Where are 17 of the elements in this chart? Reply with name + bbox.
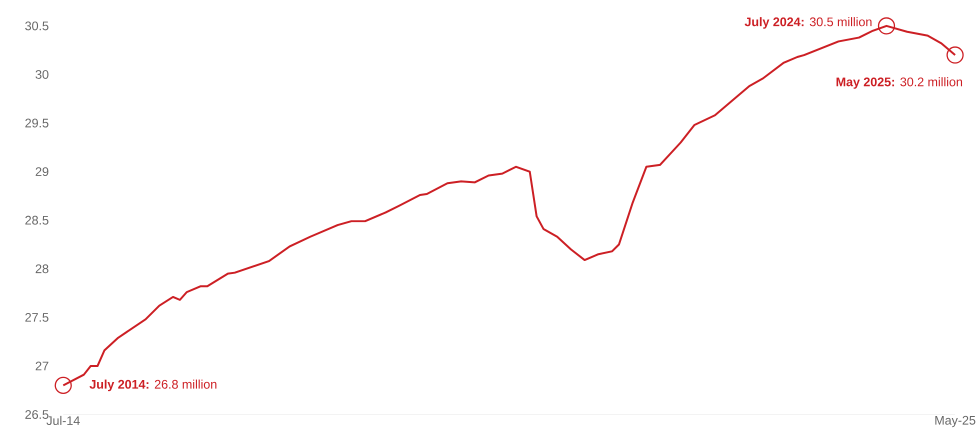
annotation: May 2025: 30.2 million bbox=[836, 76, 962, 89]
y-tick-label: 30.5 bbox=[25, 21, 48, 30]
y-tick-label: 28.5 bbox=[25, 216, 48, 224]
x-tick-label: May-25 bbox=[935, 416, 976, 427]
x-tick-label: Jul-14 bbox=[46, 416, 80, 425]
point bbox=[946, 46, 964, 64]
annotation: July 2024: 30.5 million bbox=[744, 16, 872, 28]
y-tick-label: 26.5 bbox=[25, 410, 48, 419]
y-tick-label: 27.5 bbox=[25, 312, 48, 322]
point bbox=[54, 376, 72, 394]
y-tick-label: 30 bbox=[36, 70, 48, 79]
annotation: July 2014: 26.8 million bbox=[90, 379, 216, 391]
y-tick-label: 29 bbox=[36, 167, 48, 176]
y-tick-label: 29.5 bbox=[25, 118, 48, 128]
y-tick-label: 27 bbox=[36, 361, 48, 370]
y-tick-label: 28 bbox=[36, 264, 48, 273]
point bbox=[878, 17, 896, 34]
